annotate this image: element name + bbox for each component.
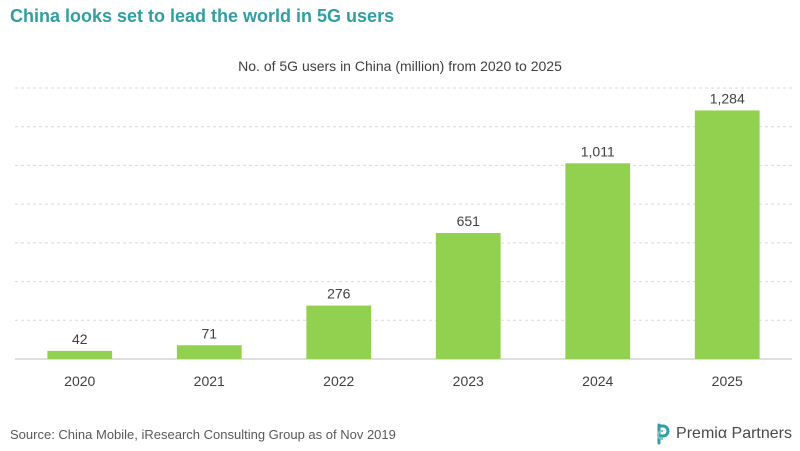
x-tick-2022: 2022 [323,373,354,389]
x-tick-2020: 2020 [64,373,95,389]
bar-2024 [565,163,631,359]
x-tick-2024: 2024 [582,373,613,389]
bars [47,110,760,359]
bar-2025 [694,110,760,359]
x-tick-2025: 2025 [712,373,743,389]
bar-2020 [47,350,113,359]
value-label-2021: 71 [201,325,217,341]
x-tick-labels: 2020 2021 2022 2023 2024 2025 [64,373,743,389]
chart-title: No. of 5G users in China (million) from … [238,58,562,74]
value-label-2025: 1,284 [710,90,745,106]
value-labels: 42 71 276 651 1,011 1,284 [72,90,745,346]
x-tick-2021: 2021 [194,373,225,389]
source-note: Source: China Mobile, iResearch Consulti… [10,427,396,442]
value-label-2020: 42 [72,331,88,347]
value-label-2023: 651 [457,213,481,229]
x-tick-2023: 2023 [453,373,484,389]
bar-2021 [176,345,242,359]
value-label-2024: 1,011 [581,143,615,159]
brand-name: Premiα Partners [676,425,792,442]
bar-2023 [435,232,501,359]
premia-logo-icon [657,423,670,445]
gridlines [15,87,792,360]
page-headline: China looks set to lead the world in 5G … [10,6,395,26]
bar-2022 [306,305,372,359]
value-label-2022: 276 [327,286,351,302]
brand-logo: Premiα Partners [654,423,792,445]
